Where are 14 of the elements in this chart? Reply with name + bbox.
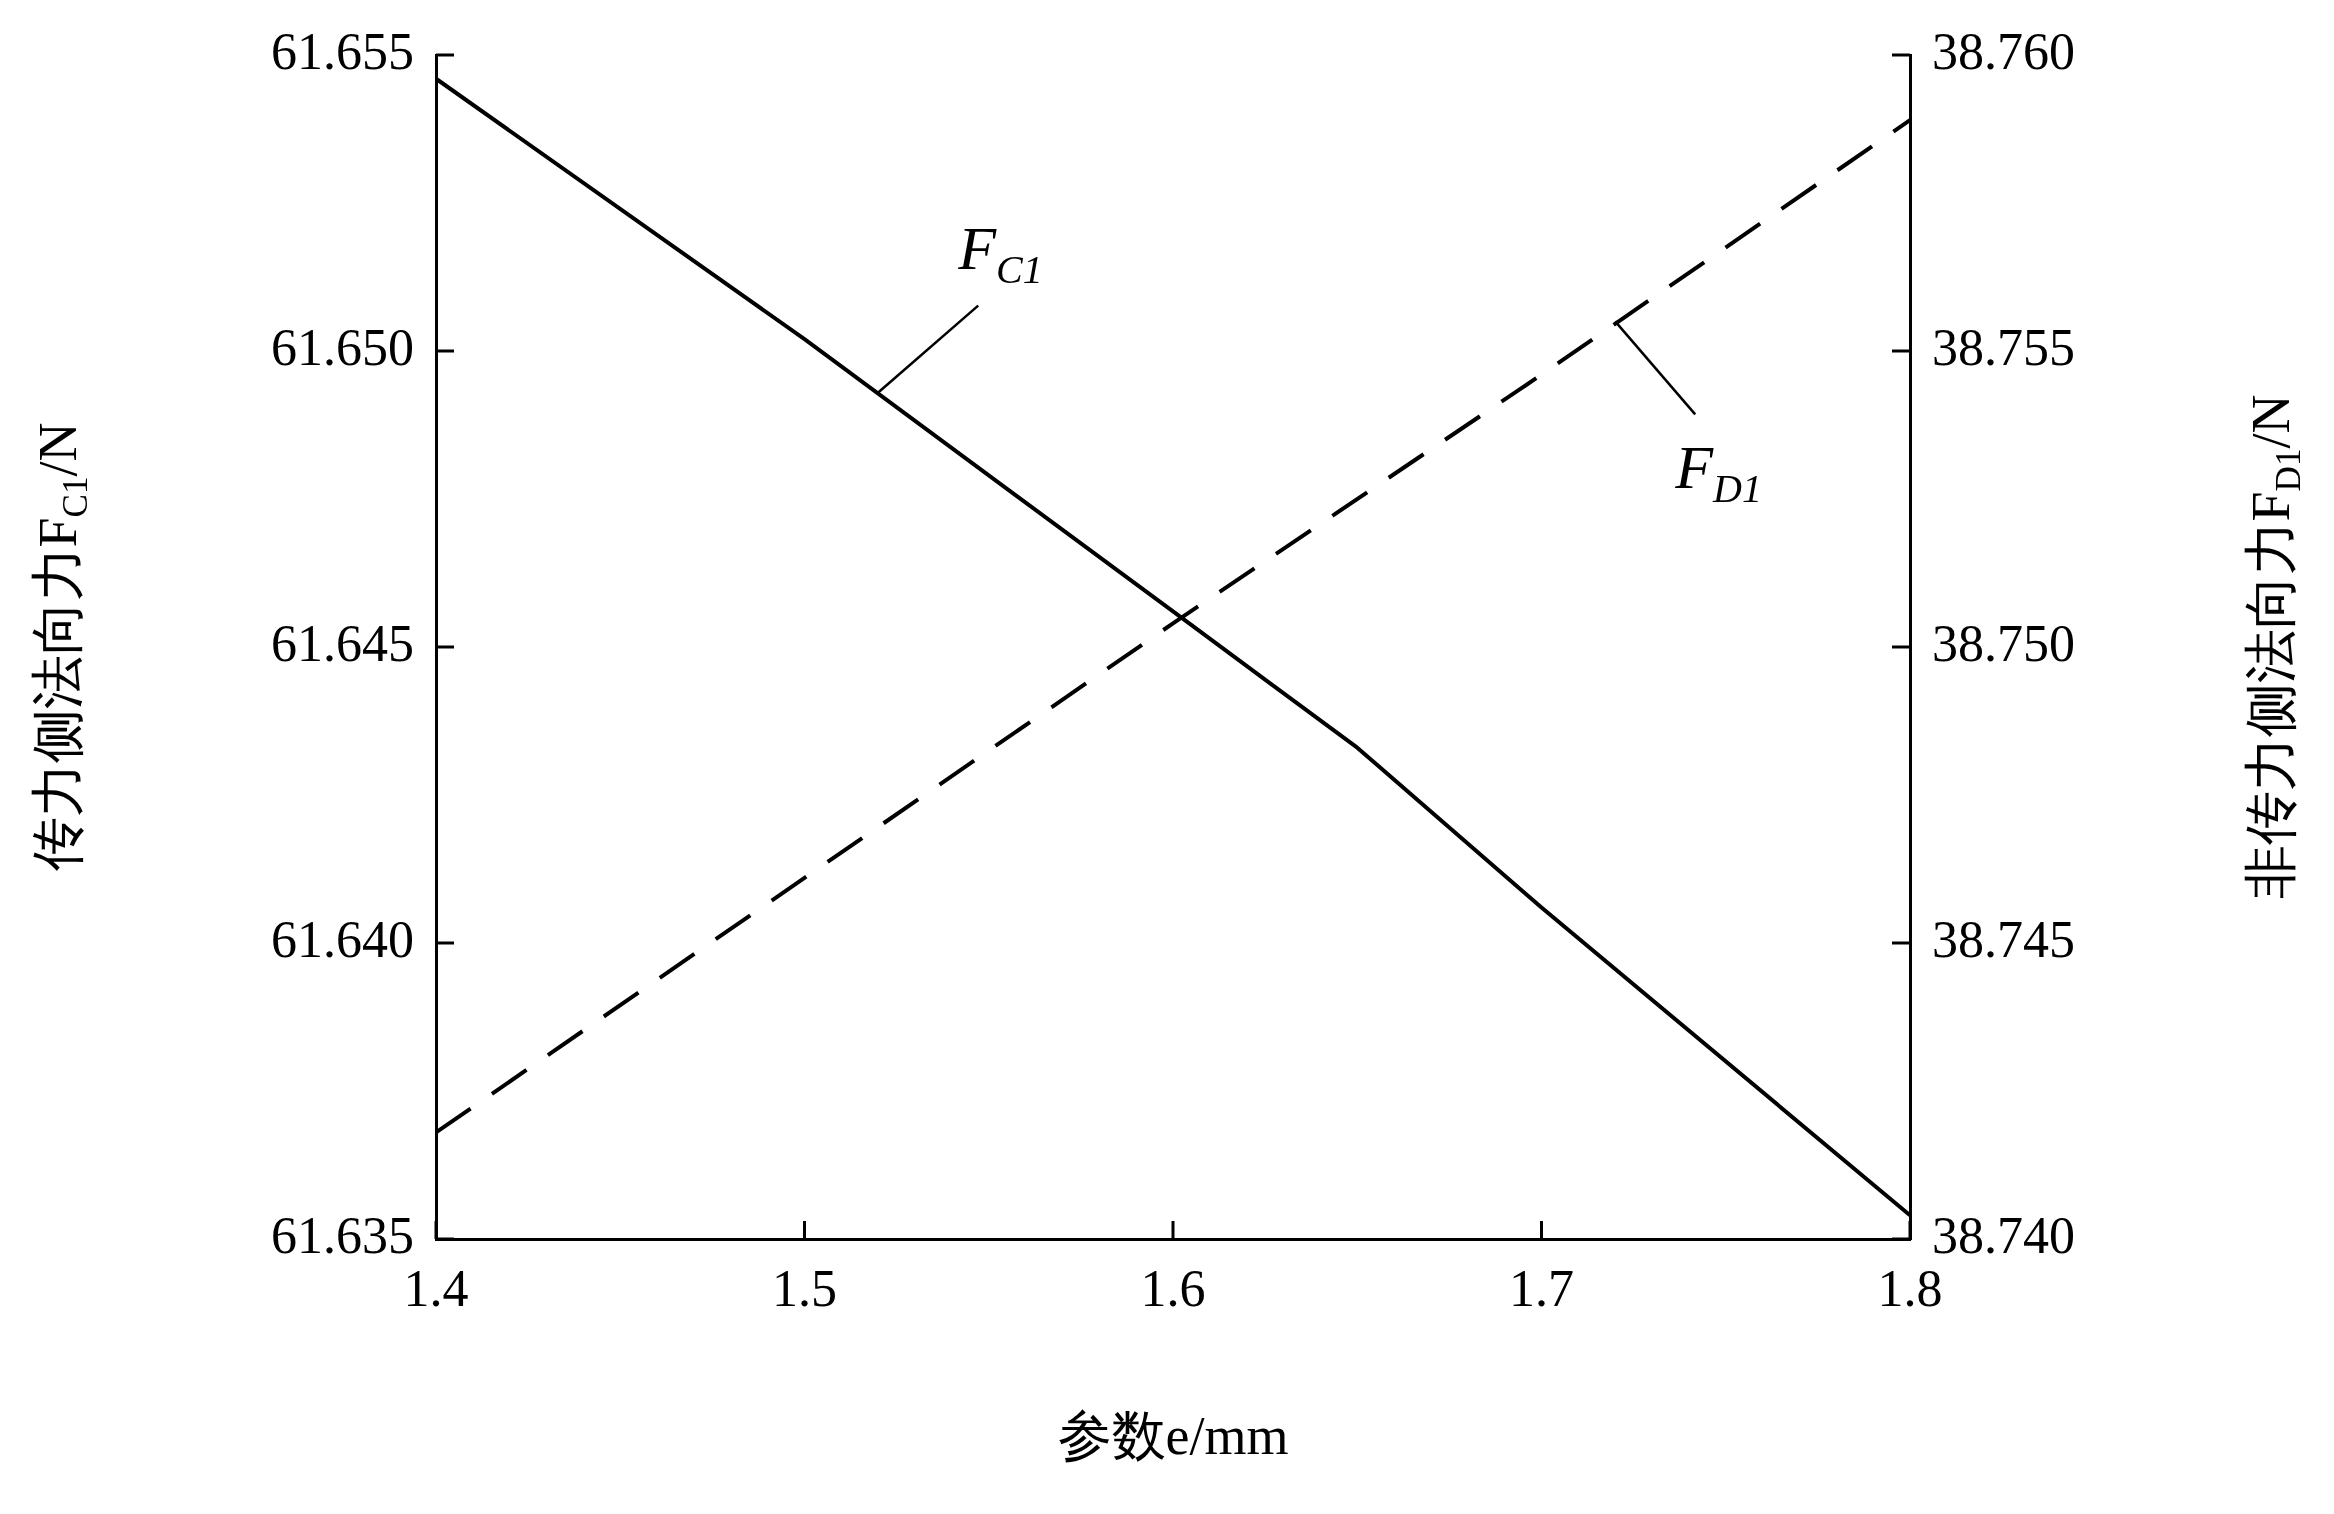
y2-tick-label: 38.745 <box>1932 910 2075 968</box>
y-axis-title: 传力侧法向力FC1/N <box>28 422 96 872</box>
y-tick-label: 61.645 <box>271 614 414 672</box>
y2-tick-label: 38.755 <box>1932 318 2075 376</box>
y-tick-label: 61.650 <box>271 318 414 376</box>
y2-tick-label: 38.760 <box>1932 22 2075 80</box>
x-axis-title: 参数e/mm <box>1057 1406 1289 1467</box>
y2-axis-title: 非传力侧法向力FD1/N <box>2241 394 2309 900</box>
y-tick-label: 61.640 <box>271 910 414 968</box>
x-tick-label: 1.7 <box>1509 1259 1574 1317</box>
x-tick-label: 1.6 <box>1140 1259 1206 1317</box>
x-tick-label: 1.5 <box>772 1259 837 1317</box>
y-tick-label: 61.655 <box>271 22 414 80</box>
y2-tick-label: 38.750 <box>1932 614 2075 672</box>
